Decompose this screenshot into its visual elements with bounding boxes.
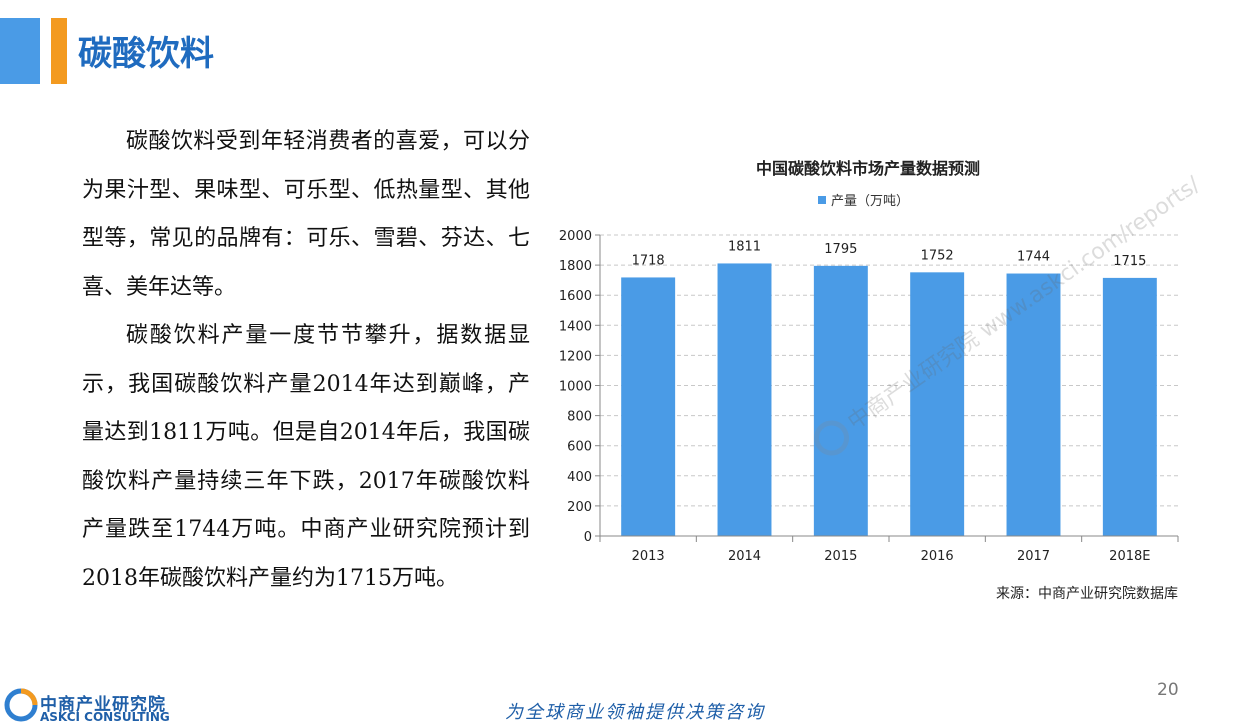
gridlines <box>600 234 1178 507</box>
x-tick-label-2013: 2013 <box>632 549 665 564</box>
data-label-2015: 1795 <box>824 242 857 257</box>
axes: 0 200 400 600 800 1000 1200 1400 1600 1800 2000 201… <box>559 229 1179 564</box>
data-label-2013: 1718 <box>632 253 665 268</box>
bar-2015 <box>813 265 868 536</box>
y-tick-label: 200 <box>567 500 592 515</box>
footer-slogan: 为全球商业领袖提供决策咨询 <box>505 702 765 723</box>
bars: 1718 1811 1795 1752 1744 1715 <box>621 239 1157 536</box>
data-label-2018E: 1715 <box>1113 254 1146 269</box>
y-tick-label: 1400 <box>559 319 592 334</box>
y-tick-label: 0 <box>584 530 592 545</box>
y-tick-label: 1800 <box>559 259 592 274</box>
legend-swatch <box>818 196 826 204</box>
source-note: 来源：中商产业研究院数据库 <box>996 586 1178 602</box>
logo-english-name: ASKCI CONSULTING <box>40 710 170 724</box>
data-label-2016: 1752 <box>921 248 954 263</box>
y-tick-label: 800 <box>567 410 592 425</box>
bar-2013 <box>621 277 676 536</box>
x-tick-label-2014: 2014 <box>728 549 761 564</box>
bar-2018E <box>1102 277 1157 536</box>
x-tick-label-2018E: 2018E <box>1109 549 1150 564</box>
bar-2017 <box>1006 273 1061 536</box>
header-blue-bar <box>0 18 40 84</box>
y-tick-label: 2000 <box>559 229 592 244</box>
y-tick-label: 400 <box>567 470 592 485</box>
paragraph-production: 碳酸饮料产量一度节节攀升，据数据显示，我国碳酸饮料产量2014年达到巅峰，产量达… <box>82 323 530 591</box>
x-tick-label-2015: 2015 <box>824 549 857 564</box>
askci-logo-icon <box>4 688 38 722</box>
bar-2016 <box>910 272 965 536</box>
watermark-logo-icon <box>814 420 850 456</box>
bar-2014 <box>717 263 772 536</box>
page-title: 碳酸饮料 <box>78 34 214 74</box>
y-tick-label: 1200 <box>559 349 592 364</box>
data-label-2017: 1744 <box>1017 250 1050 265</box>
page-number: 20 <box>1157 680 1179 700</box>
logo-chinese-name: 中商产业研究院 <box>40 695 166 715</box>
y-tick-label: 600 <box>567 440 592 455</box>
legend-label: 产量（万吨） <box>831 194 909 209</box>
y-tick-label: 1600 <box>559 289 592 304</box>
paragraph-intro: 碳酸饮料受到年轻消费者的喜爱，可以分为果汁型、果味型、可乐型、低热量型、其他型等… <box>82 129 530 300</box>
body-text: 碳酸饮料受到年轻消费者的喜爱，可以分为果汁型、果味型、可乐型、低热量型、其他型等… <box>82 118 530 603</box>
chart-title: 中国碳酸饮料市场产量数据预测 <box>756 159 980 178</box>
x-tick-label-2016: 2016 <box>921 549 954 564</box>
data-label-2014: 1811 <box>728 239 761 254</box>
x-tick-label-2017: 2017 <box>1017 549 1050 564</box>
y-tick-label: 1000 <box>559 380 592 395</box>
header-orange-bar <box>51 18 67 84</box>
